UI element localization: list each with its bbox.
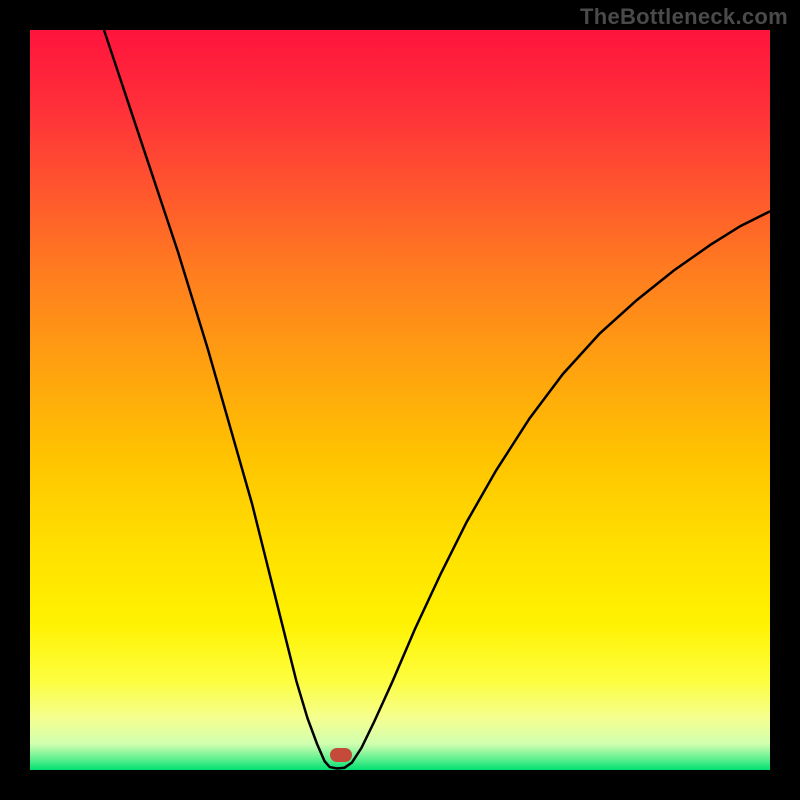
plot-area xyxy=(30,30,770,770)
chart-stage: TheBottleneck.com xyxy=(0,0,800,800)
curve-path xyxy=(104,30,770,769)
optimum-marker xyxy=(330,748,352,762)
watermark-text: TheBottleneck.com xyxy=(580,4,788,30)
bottleneck-curve xyxy=(30,30,770,770)
